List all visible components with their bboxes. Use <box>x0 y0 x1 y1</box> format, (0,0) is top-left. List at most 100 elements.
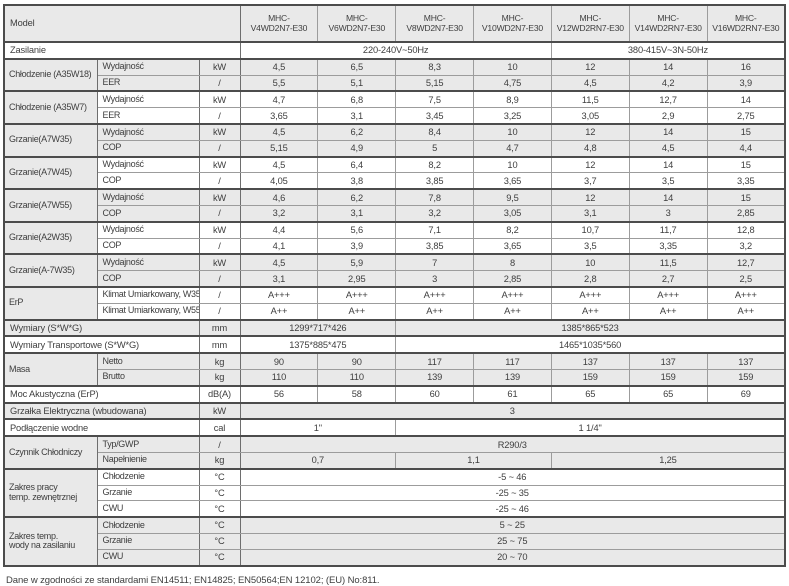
spec-value: A++ <box>628 302 708 321</box>
spec-value: 60 <box>395 384 475 404</box>
spec-value: 5,15 <box>239 139 319 158</box>
table-row: Klimat Umiarkowany, W55/A++ A++ A++ A++ A++ A… <box>4 302 786 321</box>
spec-value: 4,5 <box>628 139 708 158</box>
spec-value: 3 <box>395 270 475 288</box>
row-group-label: Grzanie(A7W45) <box>3 155 98 190</box>
section-label: Zasilanie <box>3 41 241 60</box>
spec-value: 6,2 <box>317 122 397 141</box>
spec-value: 10 <box>473 155 552 174</box>
row-sub-label: COP <box>96 237 200 255</box>
row-sub-label: Grzanie <box>96 484 200 502</box>
spec-value: 159 <box>550 368 630 387</box>
spec-value: -5 ~ 46 <box>239 467 786 486</box>
spec-value: 3,5 <box>550 237 630 255</box>
table-row: Grzanie(A7W35) Wydajność kW 4,5 6,2 8,4 10 12 14… <box>3 122 786 158</box>
unit-label: kW <box>198 253 241 272</box>
row-sub-label: CWU <box>96 548 200 567</box>
spec-value: 137 <box>550 352 630 370</box>
row-group-label: Zakres pracy temp. zewnętrznej <box>3 467 98 518</box>
spec-value: A+++ <box>550 285 630 304</box>
spec-value: 3,45 <box>395 107 475 125</box>
table-row: COP/3,1 2,95 3 2,85 2,8 2,7 2,5 <box>4 270 786 288</box>
spec-value: A+++ <box>706 285 786 304</box>
table-row: COP/5,15 4,9 5 4,7 4,8 4,5 4,4 <box>4 139 786 158</box>
table-row: Grzanie °C 25 ~ 75 <box>4 532 786 550</box>
spec-value: 10,7 <box>550 220 630 239</box>
spec-value: 1299*717*426 <box>239 318 397 337</box>
spec-value: 7,8 <box>395 188 475 206</box>
unit-label: kg <box>198 451 241 470</box>
spec-value: 2,8 <box>550 270 630 288</box>
unit-label: / <box>198 270 241 288</box>
table-row: Grzanie(A2W35) Wydajność kW 4,4 5,6 7,1 8,2 10,… <box>3 220 786 255</box>
row-sub-label: COP <box>96 204 200 223</box>
spec-value: 3,1 <box>239 270 319 288</box>
spec-value: 15 <box>706 122 786 141</box>
unit-label: mm <box>198 318 241 337</box>
spec-value: 4,5 <box>239 155 319 174</box>
spec-value: 3,05 <box>473 204 552 223</box>
spec-value: 1385*865*523 <box>395 318 786 337</box>
unit-label: / <box>198 139 241 158</box>
row-sub-label: EER <box>96 107 200 125</box>
table-row: COP/3,2 3,1 3,2 3,05 3,1 3 2,85 <box>4 204 786 223</box>
unit-label: / <box>198 172 241 190</box>
spec-value: 3,35 <box>706 172 786 190</box>
row-group-label: Grzanie(A2W35) <box>3 220 98 255</box>
spec-value: A++ <box>239 302 319 321</box>
spec-value: 220-240V~50Hz <box>239 41 552 60</box>
spec-value: A++ <box>706 302 786 321</box>
spec-value: 11,5 <box>550 90 630 109</box>
spec-value: 3 <box>239 401 786 420</box>
spec-value: 0,7 <box>239 451 397 470</box>
row-group-label: ErP <box>3 285 98 321</box>
table-row: CWU °C -25 ~ 46 <box>4 500 786 518</box>
spec-value: 14 <box>706 90 786 109</box>
spec-value: 8,3 <box>395 57 475 76</box>
row-sub-label: Klimat Umiarkowany, W55 <box>96 302 200 321</box>
spec-value: 137 <box>706 352 786 370</box>
spec-value: 15 <box>706 188 786 206</box>
table-row: Chłodzenie (A35W18) Wydajność kW 4,5 6,5 8,3 1… <box>3 57 786 92</box>
spec-value: 4,7 <box>473 139 552 158</box>
spec-value: 3,1 <box>317 107 397 125</box>
spec-value: 4,8 <box>550 139 630 158</box>
model-header: MHC- V6WD2N7-E30 <box>317 4 397 43</box>
unit-label: kW <box>198 57 241 76</box>
spec-value: 1465*1035*560 <box>395 335 786 354</box>
spec-value: 16 <box>706 57 786 76</box>
standards-note: Dane w zgodności ze standardami EN14511;… <box>6 574 380 586</box>
table-row: Wymiary (S*W*G) mm 1299*717*426 1385*865*52… <box>3 318 786 337</box>
spec-value: 3,9 <box>706 74 786 92</box>
row-sub-label: COP <box>96 172 200 190</box>
spec-value: 3,85 <box>395 237 475 255</box>
spec-value: 65 <box>550 384 630 404</box>
heat-pump-spec-table: Model MHC- V4WD2N7-E30 MHC- V6WD2N7-E30 MHC… <box>3 4 786 567</box>
row-sub-label: Brutto <box>96 368 200 387</box>
spec-value: 3,2 <box>239 204 319 223</box>
spec-value: 159 <box>706 368 786 387</box>
spec-value: 4,5 <box>239 57 319 76</box>
spec-value: 4,5 <box>239 253 319 272</box>
section-label: Podłączenie wodne <box>3 418 200 437</box>
row-group-label: Grzanie(A7W35) <box>3 122 98 158</box>
row-sub-label: COP <box>96 270 200 288</box>
unit-label: kg <box>198 368 241 387</box>
spec-value: 9,5 <box>473 188 552 206</box>
spec-value: A++ <box>317 302 397 321</box>
spec-value: 3,25 <box>473 107 552 125</box>
unit-label: kg <box>198 352 241 370</box>
unit-label: kW <box>198 122 241 141</box>
spec-value: 69 <box>706 384 786 404</box>
spec-value: A+++ <box>473 285 552 304</box>
unit-label: / <box>198 107 241 125</box>
table-row: Zakres pracy temp. zewnętrznej Chłodzenie… <box>3 467 786 518</box>
spec-value: 56 <box>239 384 319 404</box>
spec-value: 3,8 <box>317 172 397 190</box>
table-row: Model MHC- V4WD2N7-E30 MHC- V6WD2N7-E30 MHC… <box>3 4 786 43</box>
unit-label: °C <box>198 548 241 567</box>
row-sub-label: CWU <box>96 500 200 518</box>
row-group-label: Grzanie(A7W55) <box>3 188 98 223</box>
spec-value: 3,2 <box>395 204 475 223</box>
spec-value: 58 <box>317 384 397 404</box>
